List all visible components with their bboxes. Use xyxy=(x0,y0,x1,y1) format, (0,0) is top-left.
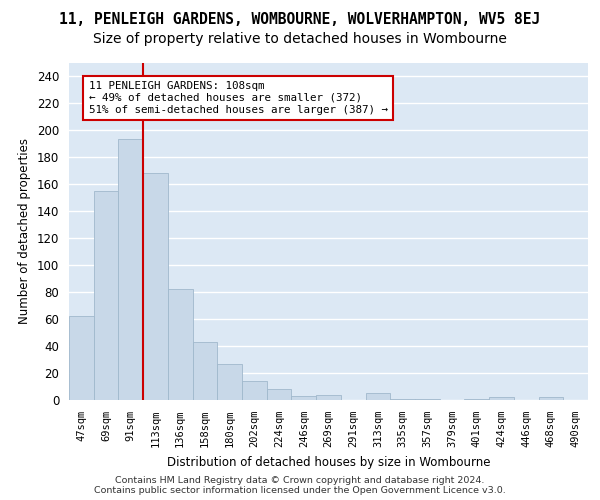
Bar xyxy=(316,394,341,400)
Bar xyxy=(118,140,143,400)
Bar xyxy=(143,173,168,400)
Bar xyxy=(390,398,415,400)
Bar xyxy=(193,342,217,400)
Bar xyxy=(539,398,563,400)
Bar xyxy=(415,398,440,400)
Text: Contains HM Land Registry data © Crown copyright and database right 2024.
Contai: Contains HM Land Registry data © Crown c… xyxy=(94,476,506,495)
Bar xyxy=(242,381,267,400)
Bar xyxy=(94,190,118,400)
X-axis label: Distribution of detached houses by size in Wombourne: Distribution of detached houses by size … xyxy=(167,456,490,468)
Bar xyxy=(217,364,242,400)
Text: 11, PENLEIGH GARDENS, WOMBOURNE, WOLVERHAMPTON, WV5 8EJ: 11, PENLEIGH GARDENS, WOMBOURNE, WOLVERH… xyxy=(59,12,541,28)
Bar xyxy=(267,389,292,400)
Bar xyxy=(365,393,390,400)
Text: Size of property relative to detached houses in Wombourne: Size of property relative to detached ho… xyxy=(93,32,507,46)
Text: 11 PENLEIGH GARDENS: 108sqm
← 49% of detached houses are smaller (372)
51% of se: 11 PENLEIGH GARDENS: 108sqm ← 49% of det… xyxy=(89,82,388,114)
Bar xyxy=(464,398,489,400)
Bar xyxy=(168,290,193,400)
Bar xyxy=(489,398,514,400)
Y-axis label: Number of detached properties: Number of detached properties xyxy=(19,138,31,324)
Bar xyxy=(292,396,316,400)
Bar xyxy=(69,316,94,400)
